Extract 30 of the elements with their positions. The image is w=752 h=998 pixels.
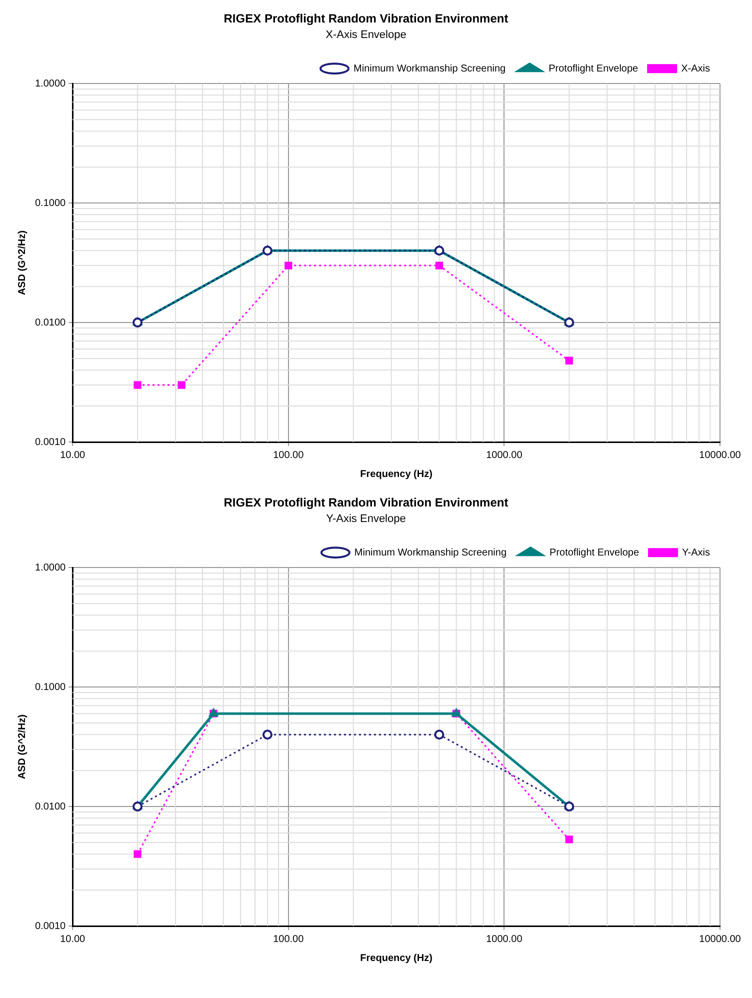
y-axis-title: ASD (G^2/Hz): [16, 714, 28, 780]
y-tick-label: 0.0010: [34, 436, 66, 448]
y-axis-title: ASD (G^2/Hz): [16, 230, 28, 296]
x-tick-label: 10000.00: [699, 934, 742, 945]
legend-label: Minimum Workmanship Screening: [354, 63, 506, 74]
chart-title: RIGEX Protoflight Random Vibration Environment: [224, 496, 508, 510]
chart-subtitle: Y-Axis Envelope: [326, 513, 406, 526]
y-tick-label: 0.1000: [34, 682, 66, 693]
y-tick-label: 0.0010: [34, 920, 66, 932]
y-tick-label: 0.0100: [34, 317, 66, 328]
chart-title: RIGEX Protoflight Random Vibration Environment: [224, 12, 508, 26]
legend-label: X-Axis: [681, 63, 710, 74]
y-tick-label: 1.0000: [34, 562, 66, 574]
y-tick-label: 0.1000: [34, 198, 66, 209]
legend-label: Protoflight Envelope: [550, 547, 640, 558]
y-tick-label: 1.0000: [34, 78, 66, 90]
legend-label: Minimum Workmanship Screening: [354, 547, 507, 558]
x-tick-label: 10.00: [60, 450, 86, 461]
chart-subtitle: X-Axis Envelope: [326, 29, 406, 42]
y-tick-label: 0.0100: [34, 801, 66, 812]
x-tick-label: 100.00: [273, 450, 304, 461]
legend-label: Protoflight Envelope: [548, 63, 639, 74]
x-tick-label: 1000.00: [486, 450, 523, 461]
legend-label: Y-Axis: [682, 547, 710, 558]
x-tick-label: 10000.00: [699, 450, 742, 461]
x-axis-title: Frequency (Hz): [360, 952, 432, 964]
x-tick-label: 10.00: [60, 934, 86, 945]
x-tick-label: 1000.00: [486, 934, 523, 945]
x-tick-label: 100.00: [273, 934, 304, 945]
x-axis-title: Frequency (Hz): [360, 468, 432, 480]
